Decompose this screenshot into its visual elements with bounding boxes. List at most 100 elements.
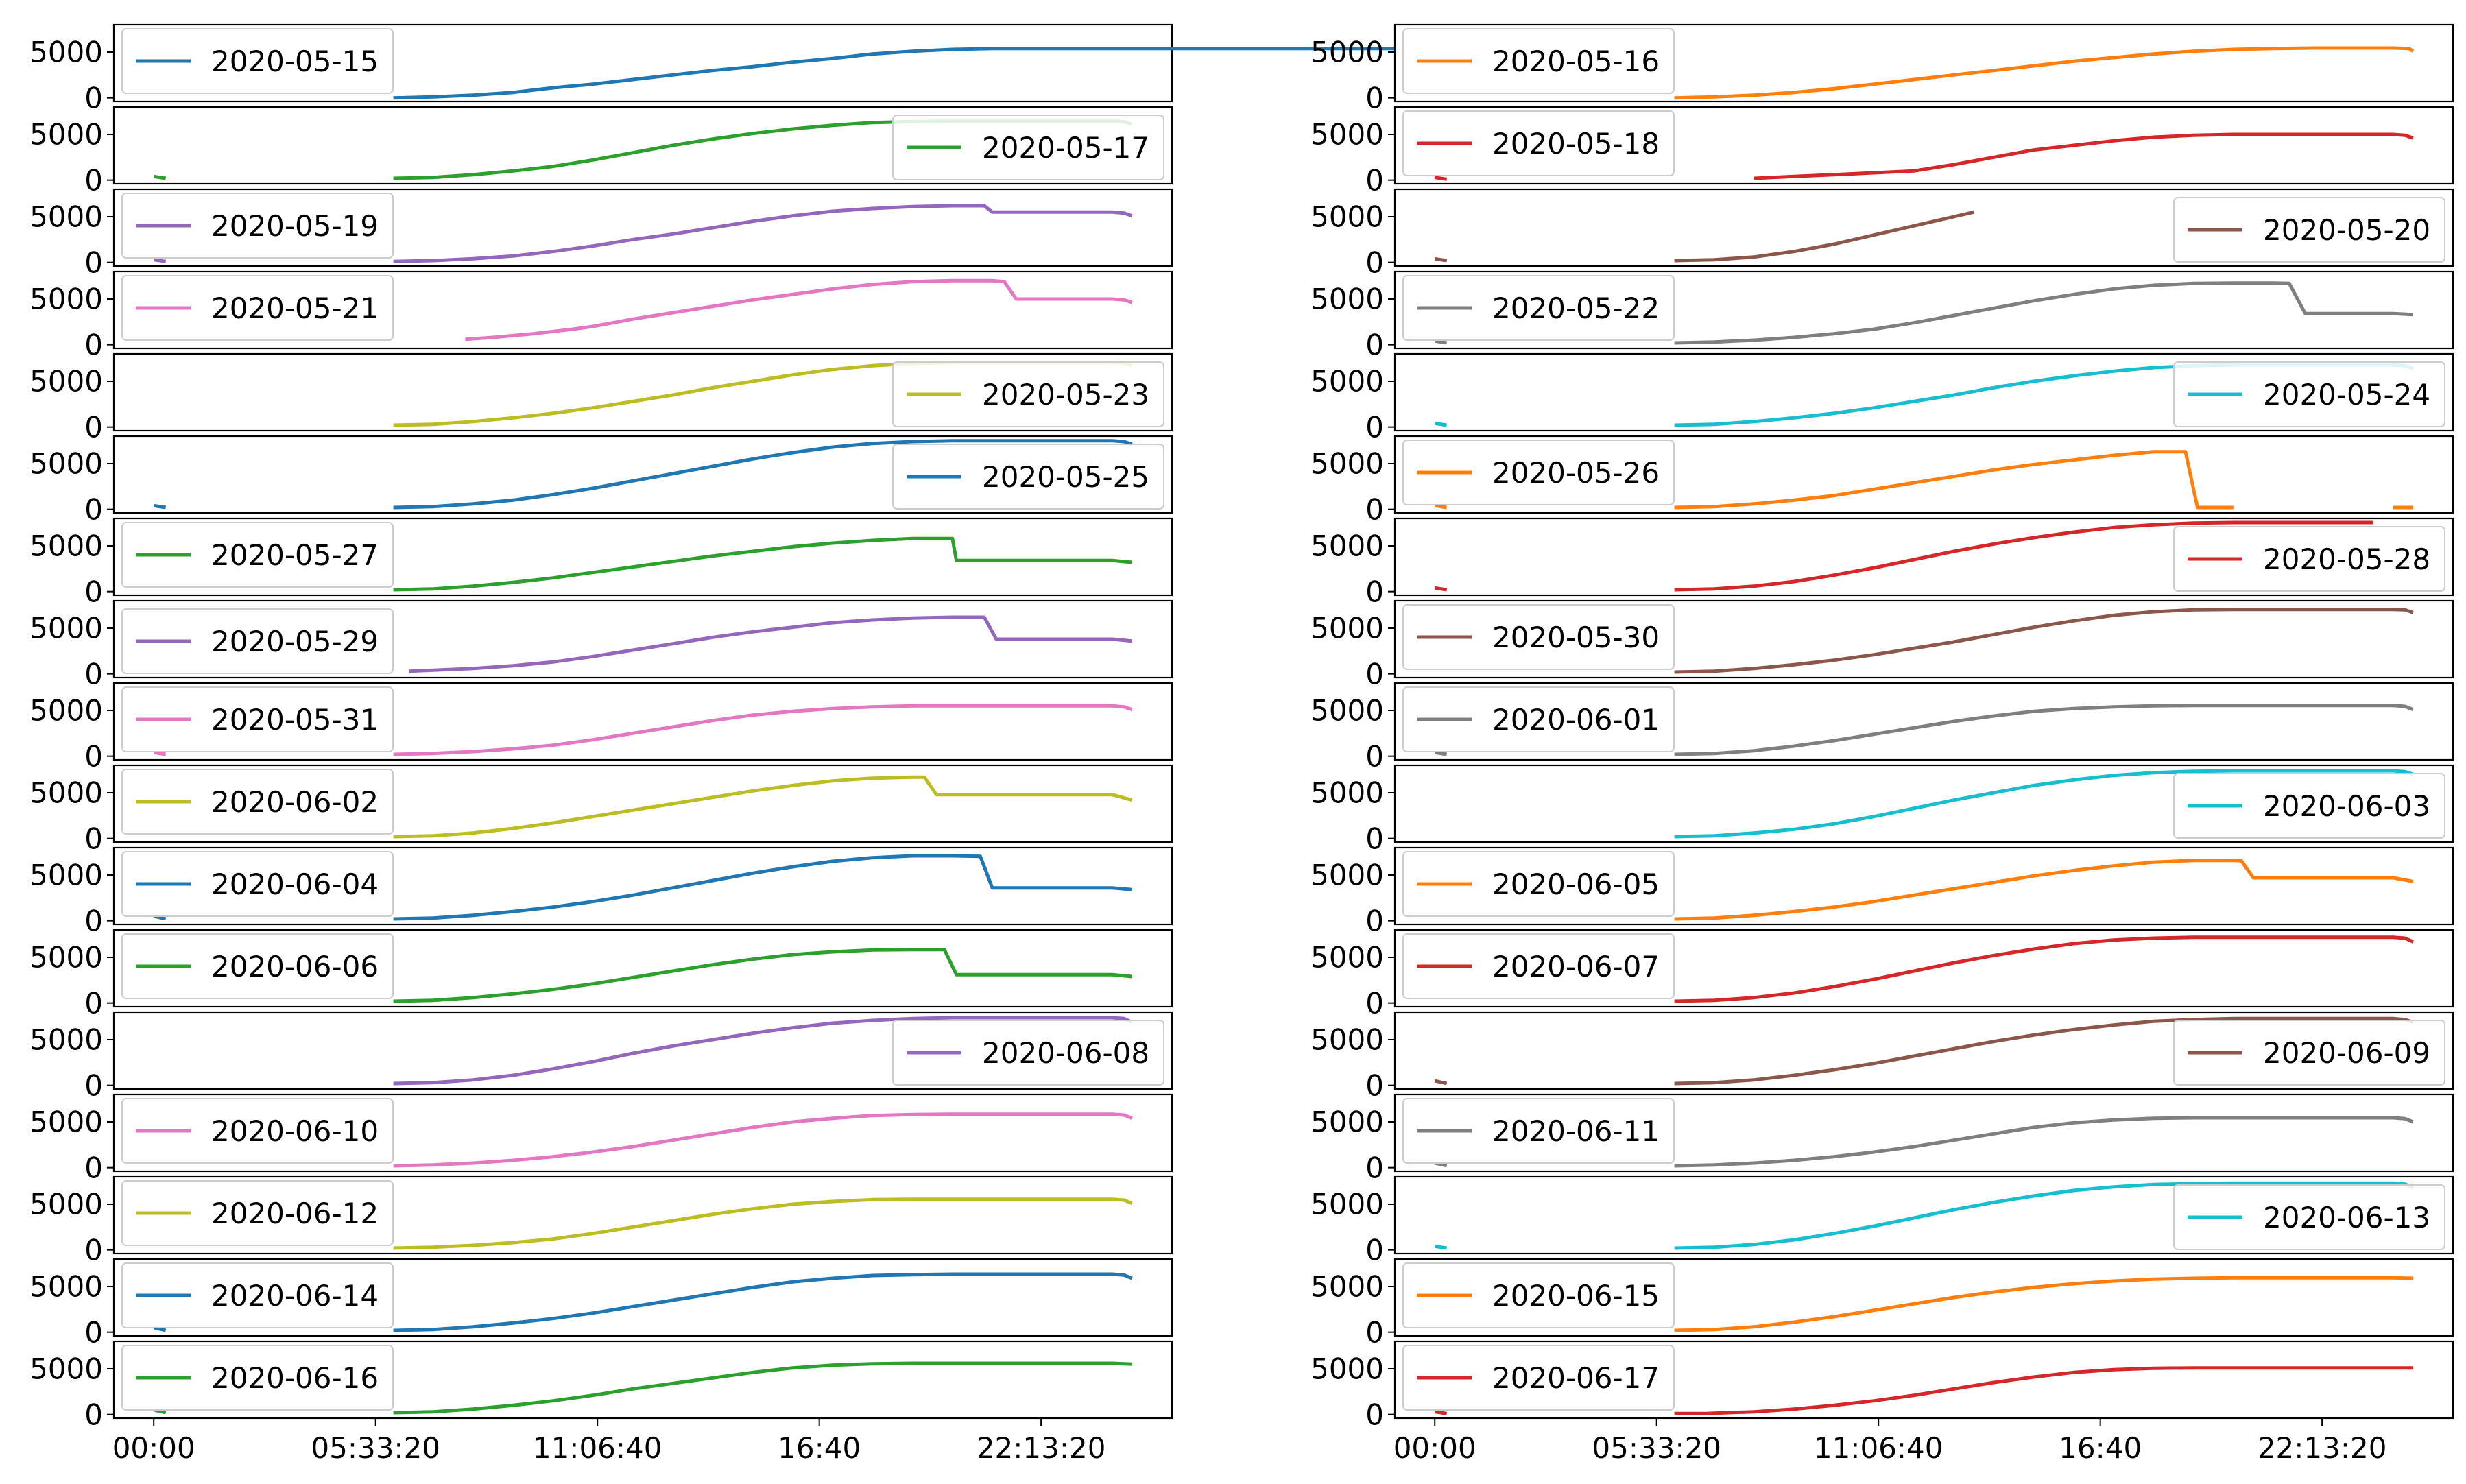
legend-box [1402, 851, 1675, 917]
x-axis-right: 00:00 05:33:20 11:06:40 16:40 22:13:20 [1393, 1418, 2387, 1465]
legend: 2020-06-07 [1402, 933, 1675, 999]
legend: 2020-05-27 [121, 522, 394, 588]
legend: 2020-05-16 [1402, 28, 1675, 94]
legend-box [121, 608, 394, 674]
legend-box [1402, 604, 1675, 670]
y-tick-label: 0 [84, 1398, 103, 1431]
legend-box [121, 1098, 394, 1164]
panel-2020-06-07: 0 5000 2020-06-07 [1310, 929, 2454, 1020]
y-tick-label: 5000 [1310, 859, 1384, 892]
legend-box [1402, 686, 1675, 752]
y-tick-label: 0 [1365, 1151, 1384, 1184]
panel-2020-06-03: 0 5000 2020-06-03 [1310, 764, 2454, 855]
y-tick-label: 0 [84, 163, 103, 197]
y-tick-label: 5000 [1310, 36, 1384, 69]
y-tick-label: 5000 [29, 1105, 103, 1139]
y-tick-label: 5000 [1310, 1270, 1384, 1304]
series-line-2020-05-18 [1434, 132, 2414, 181]
legend-label: 2020-05-29 [211, 625, 379, 658]
y-tick-label: 0 [1365, 1398, 1384, 1431]
x-tick-label: 22:13:20 [2258, 1431, 2387, 1465]
y-tick-label: 0 [84, 328, 103, 361]
series-line-2020-06-06 [393, 948, 1133, 1003]
legend-label: 2020-05-19 [211, 209, 379, 243]
series-line-2020-06-10 [393, 1112, 1133, 1168]
legend-box [2173, 361, 2445, 427]
legend-label: 2020-06-08 [982, 1036, 1149, 1070]
panel-2020-05-30: 0 5000 2020-05-30 [1310, 599, 2454, 691]
y-tick-label: 5000 [29, 612, 103, 645]
legend-label: 2020-05-31 [211, 703, 379, 737]
series-line-2020-06-15 [1674, 1276, 2413, 1332]
panel-2020-06-15: 0 5000 2020-06-15 [1310, 1258, 2454, 1349]
x-tick-label: 05:33:20 [311, 1431, 440, 1465]
legend-box [892, 1020, 1164, 1086]
y-tick-label: 0 [1365, 1315, 1384, 1349]
legend-box [2173, 1020, 2445, 1086]
legend: 2020-05-25 [892, 444, 1164, 510]
legend-label: 2020-06-14 [211, 1279, 379, 1313]
panel-2020-06-10: 0 5000 2020-06-10 [29, 1093, 1173, 1184]
y-tick-label: 5000 [29, 1023, 103, 1057]
legend-label: 2020-05-28 [2263, 542, 2430, 576]
legend-label: 2020-06-16 [211, 1361, 379, 1395]
legend-box [2173, 1184, 2445, 1250]
legend: 2020-05-31 [121, 686, 394, 752]
series-line-2020-06-01 [1434, 704, 2414, 756]
panel-2020-05-25: 0 5000 2020-05-25 [29, 435, 1173, 526]
panel-2020-05-22: 0 5000 2020-05-22 [1310, 270, 2454, 361]
series-line-2020-05-19 [153, 204, 1133, 263]
panel-2020-05-15: 0 5000 2020-05-15 [29, 23, 1771, 115]
panel-2020-06-13: 0 5000 2020-06-13 [1310, 1175, 2454, 1267]
panel-2020-06-12: 0 5000 2020-06-12 [29, 1175, 1173, 1267]
y-tick-label: 0 [1365, 492, 1384, 526]
legend: 2020-06-06 [121, 933, 394, 999]
y-tick-label: 0 [1365, 575, 1384, 608]
legend-label: 2020-05-26 [1492, 456, 1660, 490]
y-tick-label: 0 [84, 1151, 103, 1184]
legend-box [892, 444, 1164, 510]
y-tick-label: 0 [84, 492, 103, 526]
legend: 2020-06-11 [1402, 1098, 1675, 1164]
y-tick-label: 0 [1365, 986, 1384, 1020]
y-tick-label: 5000 [1310, 612, 1384, 645]
legend-box [121, 193, 394, 259]
y-tick-label: 5000 [1310, 776, 1384, 810]
series-line-2020-06-13 [1434, 1181, 2414, 1250]
y-tick-label: 5000 [1310, 529, 1384, 563]
legend-label: 2020-05-23 [982, 378, 1149, 411]
y-tick-label: 0 [84, 657, 103, 691]
legend-box [1402, 110, 1675, 176]
legend-box [121, 769, 394, 835]
legend-box [121, 1180, 394, 1246]
y-tick-label: 5000 [29, 529, 103, 563]
legend-box [121, 686, 394, 752]
series-line-2020-06-08 [393, 1016, 1133, 1086]
legend: 2020-05-30 [1402, 604, 1675, 670]
series-line-2020-06-03 [1674, 769, 2414, 839]
series-line-2020-05-22 [1434, 281, 2413, 345]
legend-box [121, 1262, 394, 1328]
y-tick-label: 5000 [29, 694, 103, 728]
legend: 2020-06-04 [121, 851, 394, 917]
legend: 2020-06-08 [892, 1020, 1164, 1086]
panel-2020-06-11: 0 5000 2020-06-11 [1310, 1093, 2454, 1184]
y-tick-label: 5000 [1310, 118, 1384, 152]
y-tick-label: 0 [84, 246, 103, 279]
y-tick-label: 0 [84, 1233, 103, 1267]
y-tick-label: 5000 [29, 365, 103, 398]
legend-box [1402, 1098, 1675, 1164]
panel-2020-06-09: 0 5000 2020-06-09 [1310, 1011, 2454, 1102]
y-tick-label: 5000 [29, 118, 103, 152]
legend: 2020-06-13 [2173, 1184, 2445, 1250]
panel-2020-06-08: 0 5000 2020-06-08 [29, 1011, 1173, 1102]
legend-label: 2020-05-27 [211, 538, 379, 572]
legend-box [121, 28, 394, 94]
legend: 2020-05-29 [121, 608, 394, 674]
legend-label: 2020-05-21 [211, 291, 379, 325]
legend-box [2173, 773, 2445, 839]
legend: 2020-06-15 [1402, 1262, 1675, 1328]
legend-box [1402, 275, 1675, 341]
series-line-2020-05-16 [1674, 46, 2415, 100]
y-tick-label: 0 [84, 1315, 103, 1349]
